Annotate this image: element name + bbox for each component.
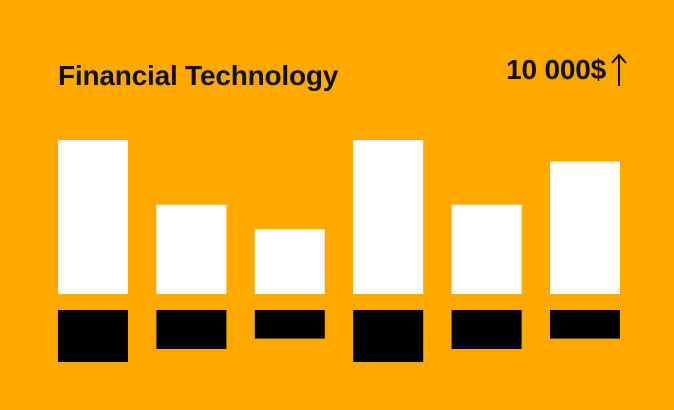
bar-lower-3 [254, 310, 325, 339]
bar-lower-6 [550, 310, 620, 339]
arrow-up-icon [610, 52, 628, 88]
bar-upper-5 [451, 204, 522, 294]
amount-value: 10 000$ [506, 54, 606, 85]
bar-upper-4 [353, 140, 424, 294]
bar-lower-2 [156, 310, 227, 349]
card-title: Financial Technology [58, 60, 339, 91]
bar-upper-3 [254, 229, 325, 294]
bar-lower-4 [353, 310, 424, 362]
bar-upper-1 [58, 140, 128, 294]
bar-lower-5 [451, 310, 522, 349]
bar-upper-2 [156, 204, 227, 294]
bar-lower-1 [58, 310, 128, 362]
amount-group: 10 000$ [506, 52, 628, 88]
bar-upper-6 [550, 161, 620, 294]
